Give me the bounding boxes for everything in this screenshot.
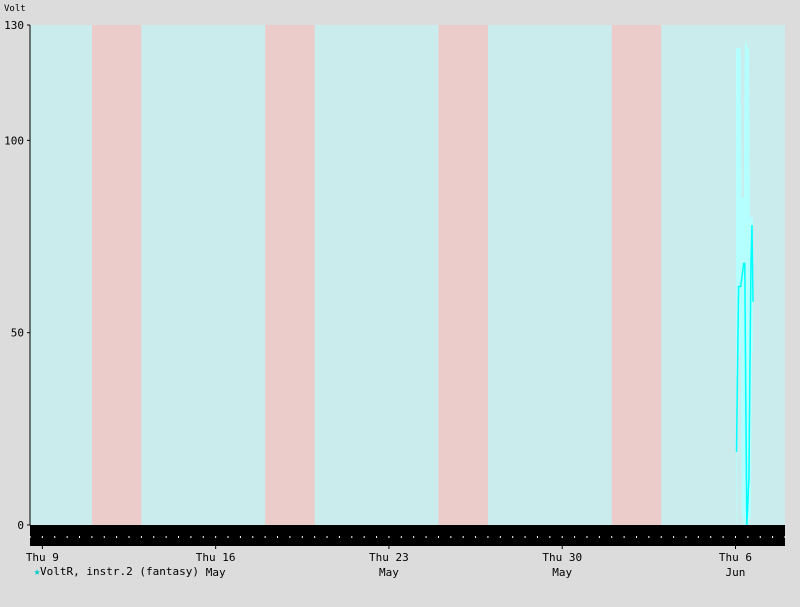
background-bands (30, 25, 785, 525)
x-tick-sublabel-2: May (379, 566, 399, 579)
x-tick-sublabel-3: May (552, 566, 572, 579)
x-tick-label-3: Thu 30 (542, 551, 582, 564)
x-axis: Thu 9 Thu 16 May Thu 23 May Thu 30 May Thu 6 Jun (26, 546, 752, 579)
y-tick-label-3: 130 (4, 19, 24, 32)
bottom-bar-fill (30, 525, 785, 546)
weekend-band-0 (91, 25, 142, 525)
x-tick-label-0: Thu 9 (26, 551, 59, 564)
series-0-line (735, 224, 754, 526)
y-axis-title: Volt (4, 4, 26, 14)
weekend-band-1 (265, 25, 315, 525)
legend-label: VoltR, instr.2 (fantasy) (40, 565, 199, 578)
x-tick-sublabel-4: Jun (726, 566, 746, 579)
line-layer (735, 224, 754, 526)
y-tick-label-1: 50 (11, 327, 24, 340)
x-tick-label-2: Thu 23 (369, 551, 409, 564)
bottom-bar (29, 525, 786, 546)
x-tick-sublabel-1: May (206, 566, 226, 579)
weekday-background (30, 25, 785, 525)
weekend-band-3 (611, 25, 662, 525)
legend-marker-icon: ★ (33, 565, 41, 578)
y-tick-label-0: 0 (17, 519, 24, 532)
weekend-band-2 (438, 25, 488, 525)
y-axis: 0 50 100 130 (4, 19, 31, 532)
y-tick-label-2: 100 (4, 134, 24, 147)
x-tick-label-4: Thu 6 (719, 551, 752, 564)
x-tick-label-1: Thu 16 (196, 551, 236, 564)
